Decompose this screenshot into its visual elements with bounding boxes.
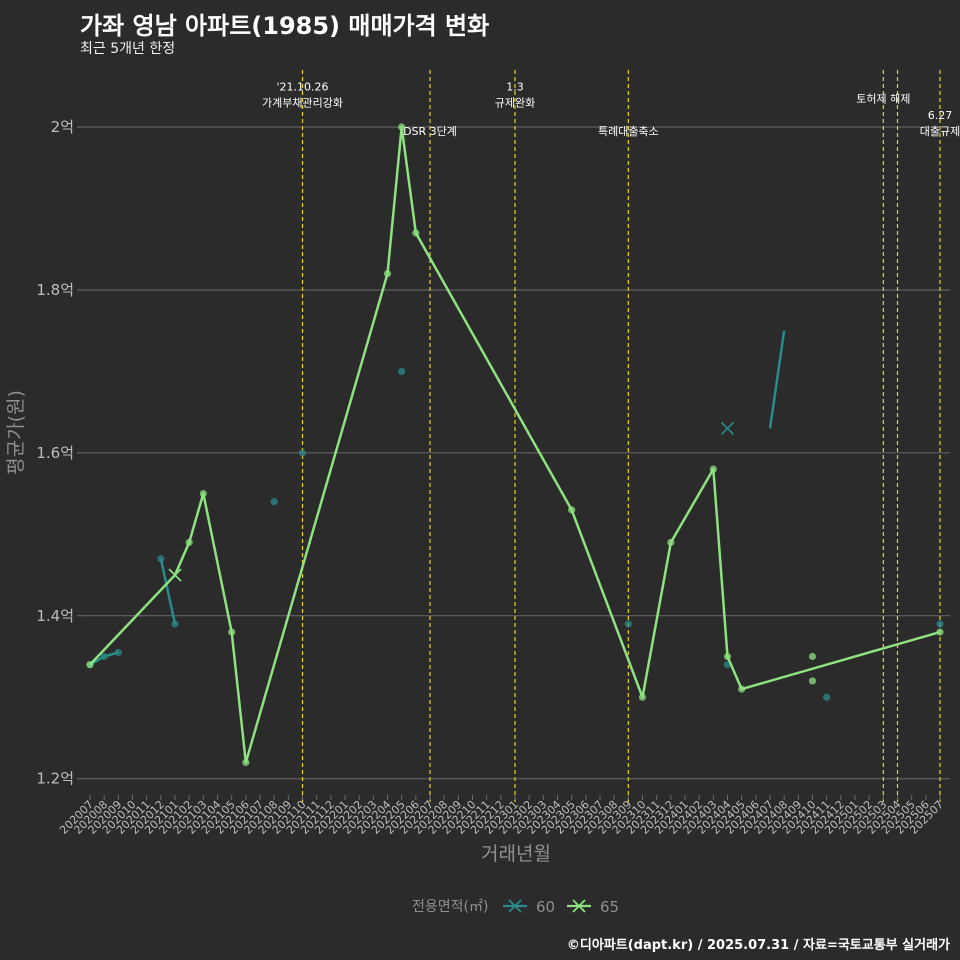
series-65-point [86, 661, 94, 669]
series-65-point [808, 677, 817, 685]
series-65-point [185, 538, 193, 547]
series-60-point [100, 652, 108, 661]
legend-label: 65 [600, 898, 619, 916]
series-60-point [114, 648, 122, 657]
series-60-point [823, 693, 831, 701]
y-tick-label: 2억 [51, 118, 74, 136]
series-60-point [157, 555, 165, 563]
event-label: 대출규제 [920, 125, 960, 138]
series-60-line [159, 558, 177, 625]
series-60-line [768, 330, 786, 429]
event-label: 6.27 [928, 109, 953, 122]
y-tick-label: 1.2억 [36, 770, 74, 788]
series-65-point [638, 693, 647, 701]
y-tick-label: 1.8억 [36, 281, 74, 299]
source-caption: ©디아파트(dapt.kr) / 2025.07.31 / 자료=국토교통부 실… [566, 938, 950, 953]
series-65-point [738, 685, 746, 693]
series-65-point [568, 506, 576, 514]
legend-label: 60 [536, 898, 555, 916]
series-60-point [171, 620, 179, 628]
series-65-point [199, 489, 207, 498]
event-label: 규제완화 [495, 97, 535, 110]
series-65-point [398, 123, 406, 131]
series-60-point [398, 367, 406, 376]
series-65-point [723, 652, 732, 661]
series-60-point [298, 449, 307, 457]
series-65-point [709, 465, 717, 473]
event-label: '21.10.26 [276, 81, 328, 94]
series-65-mean-mark [168, 568, 182, 582]
event-label: 토허제 해제 [856, 92, 910, 106]
event-label: 가계부채관리강화 [262, 97, 343, 110]
series-65-point [808, 652, 817, 661]
y-axis-title: 평균가(원) [5, 390, 27, 475]
series-65-point [667, 538, 675, 547]
series-60-point [270, 498, 278, 506]
chart-title: 가좌 영남 아파트(1985) 매매가격 변화 [80, 12, 490, 40]
legend-item-60: 60 [503, 898, 555, 916]
legend-title: 전용면적(㎡) [412, 899, 488, 915]
legend-mark [572, 899, 586, 913]
y-tick-label: 1.6억 [36, 444, 74, 462]
series-65-point [383, 270, 392, 278]
chart-subtitle: 최근 5개년 한정 [80, 41, 176, 57]
series-65-point [412, 229, 420, 237]
x-axis-title: 거래년월 [481, 843, 551, 865]
y-tick-label: 1.4억 [36, 607, 74, 625]
event-label: DSR 3단계 [403, 125, 457, 138]
series-60-point [624, 620, 632, 628]
series-65-line [89, 125, 941, 764]
series-60-mean-mark [720, 421, 735, 435]
event-label: 1.3 [506, 81, 524, 94]
series-65-point [228, 628, 236, 636]
series-65-point [242, 758, 250, 767]
legend-item-65: 65 [567, 898, 619, 916]
legend-mark [508, 899, 522, 913]
event-label: 특례대출축소 [598, 125, 659, 138]
series-65-point [936, 628, 944, 636]
series-60-point [936, 620, 944, 628]
